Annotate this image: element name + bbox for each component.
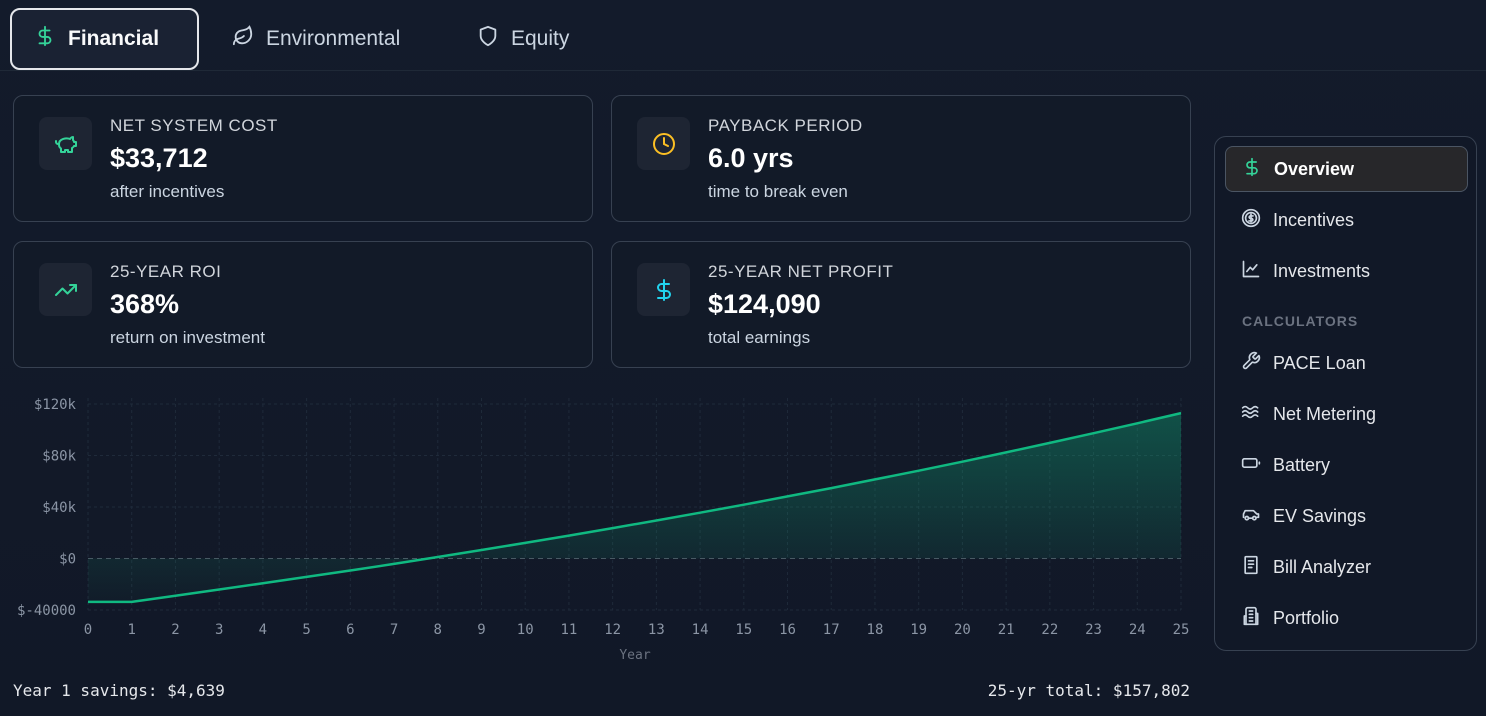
waves-icon bbox=[1241, 402, 1261, 427]
savings-area bbox=[88, 413, 1181, 602]
card-net-profit: 25-YEAR NET PROFIT $124,090 total earnin… bbox=[611, 241, 1191, 368]
sidebar-item-bill-analyzer[interactable]: Bill Analyzer bbox=[1225, 544, 1468, 590]
y-tick-label: $0 bbox=[59, 552, 76, 568]
x-tick-label: 24 bbox=[1129, 622, 1146, 638]
x-tick-label: 5 bbox=[302, 622, 310, 638]
x-axis-label: Year bbox=[619, 648, 650, 660]
x-tick-label: 25 bbox=[1173, 622, 1190, 638]
sidebar-item-label: Incentives bbox=[1273, 209, 1355, 230]
sidebar-item-label: EV Savings bbox=[1273, 505, 1367, 526]
year1-savings-text: Year 1 savings: $4,639 bbox=[13, 681, 225, 700]
calculators-heading: CALCULATORS bbox=[1242, 313, 1359, 329]
card-payback-period: PAYBACK PERIOD 6.0 yrs time to break eve… bbox=[611, 95, 1191, 222]
line-chart-icon bbox=[1241, 259, 1261, 284]
card-value: $124,090 bbox=[708, 289, 821, 319]
dollar-icon bbox=[637, 263, 690, 316]
sidebar-item-label: PACE Loan bbox=[1273, 352, 1366, 373]
card-subtitle: after incentives bbox=[110, 182, 225, 201]
card-value: 6.0 yrs bbox=[708, 143, 794, 173]
sidebar-item-net-metering[interactable]: Net Metering bbox=[1225, 391, 1468, 437]
battery-icon bbox=[1241, 453, 1261, 478]
x-tick-label: 8 bbox=[434, 622, 442, 638]
x-tick-label: 18 bbox=[867, 622, 884, 638]
savings-line bbox=[88, 411, 1182, 604]
sidebar-item-label: Bill Analyzer bbox=[1273, 556, 1372, 577]
piggy-bank-icon bbox=[39, 117, 92, 170]
card-subtitle: time to break even bbox=[708, 182, 848, 201]
dollar-icon bbox=[1242, 157, 1262, 182]
sidebar-item-incentives[interactable]: Incentives bbox=[1225, 197, 1468, 243]
card-value: $33,712 bbox=[110, 143, 208, 173]
y-tick-label: $-40000 bbox=[17, 603, 76, 619]
y-tick-label: $120k bbox=[34, 397, 77, 413]
x-tick-label: 16 bbox=[779, 622, 796, 638]
x-tick-label: 7 bbox=[390, 622, 398, 638]
leaf-icon bbox=[232, 25, 254, 53]
x-tick-label: 22 bbox=[1041, 622, 1058, 638]
card-net-system-cost: NET SYSTEM COST $33,712 after incentives bbox=[13, 95, 593, 222]
x-tick-label: 10 bbox=[517, 622, 534, 638]
sidebar-item-label: Investments bbox=[1273, 260, 1371, 281]
tab-label: Equity bbox=[511, 27, 570, 50]
x-tick-label: 13 bbox=[648, 622, 665, 638]
sidebar-item-overview[interactable]: Overview bbox=[1225, 146, 1468, 192]
building-icon bbox=[1241, 606, 1261, 631]
sidebar-item-label: Net Metering bbox=[1273, 403, 1377, 424]
x-tick-label: 4 bbox=[259, 622, 267, 638]
tab-bar: Financial Environmental Equity bbox=[0, 0, 1486, 71]
x-tick-label: 21 bbox=[998, 622, 1015, 638]
total-savings-text: 25-yr total: $157,802 bbox=[987, 681, 1190, 700]
y-tick-label: $40k bbox=[42, 500, 76, 516]
car-icon bbox=[1241, 504, 1261, 529]
tab-financial[interactable]: Financial bbox=[10, 8, 199, 70]
shield-icon bbox=[477, 25, 499, 53]
sidebar-item-investments[interactable]: Investments bbox=[1225, 248, 1468, 294]
sidebar-item-label: Battery bbox=[1273, 454, 1331, 475]
x-tick-label: 9 bbox=[477, 622, 485, 638]
card-roi: 25-YEAR ROI 368% return on investment bbox=[13, 241, 593, 368]
x-tick-label: 15 bbox=[735, 622, 752, 638]
card-label: 25-YEAR NET PROFIT bbox=[708, 262, 894, 281]
sidebar-item-label: Overview bbox=[1274, 158, 1355, 179]
coin-icon bbox=[1241, 208, 1261, 233]
sidebar-item-ev-savings[interactable]: EV Savings bbox=[1225, 493, 1468, 539]
sidebar: Overview Incentives Investments CALCULAT… bbox=[1214, 136, 1477, 651]
y-tick-label: $80k bbox=[42, 449, 76, 465]
card-label: 25-YEAR ROI bbox=[110, 262, 222, 281]
x-tick-label: 6 bbox=[346, 622, 354, 638]
tab-label: Financial bbox=[68, 27, 160, 50]
x-tick-label: 11 bbox=[560, 622, 577, 638]
x-tick-label: 17 bbox=[823, 622, 840, 638]
tab-label: Environmental bbox=[266, 27, 401, 50]
wrench-icon bbox=[1241, 351, 1261, 376]
dollar-icon bbox=[34, 25, 56, 53]
x-tick-label: 3 bbox=[215, 622, 223, 638]
clock-icon bbox=[637, 117, 690, 170]
tab-environmental[interactable]: Environmental bbox=[210, 8, 422, 70]
card-subtitle: return on investment bbox=[110, 328, 265, 347]
sidebar-item-portfolio[interactable]: Portfolio bbox=[1225, 595, 1468, 641]
x-tick-label: 12 bbox=[604, 622, 621, 638]
x-tick-label: 23 bbox=[1085, 622, 1102, 638]
sidebar-item-pace-loan[interactable]: PACE Loan bbox=[1225, 340, 1468, 386]
sidebar-item-label: Portfolio bbox=[1273, 607, 1340, 628]
card-label: PAYBACK PERIOD bbox=[708, 116, 863, 135]
tab-equity[interactable]: Equity bbox=[455, 8, 591, 70]
x-tick-label: 0 bbox=[84, 622, 92, 638]
x-tick-label: 14 bbox=[692, 622, 709, 638]
x-tick-label: 1 bbox=[128, 622, 136, 638]
card-subtitle: total earnings bbox=[708, 328, 811, 347]
x-tick-label: 19 bbox=[910, 622, 927, 638]
card-value: 368% bbox=[110, 289, 180, 319]
receipt-icon bbox=[1241, 555, 1261, 580]
card-label: NET SYSTEM COST bbox=[110, 116, 278, 135]
x-tick-label: 20 bbox=[954, 622, 971, 638]
trending-up-icon bbox=[39, 263, 92, 316]
x-tick-label: 2 bbox=[171, 622, 179, 638]
sidebar-item-battery[interactable]: Battery bbox=[1225, 442, 1468, 488]
